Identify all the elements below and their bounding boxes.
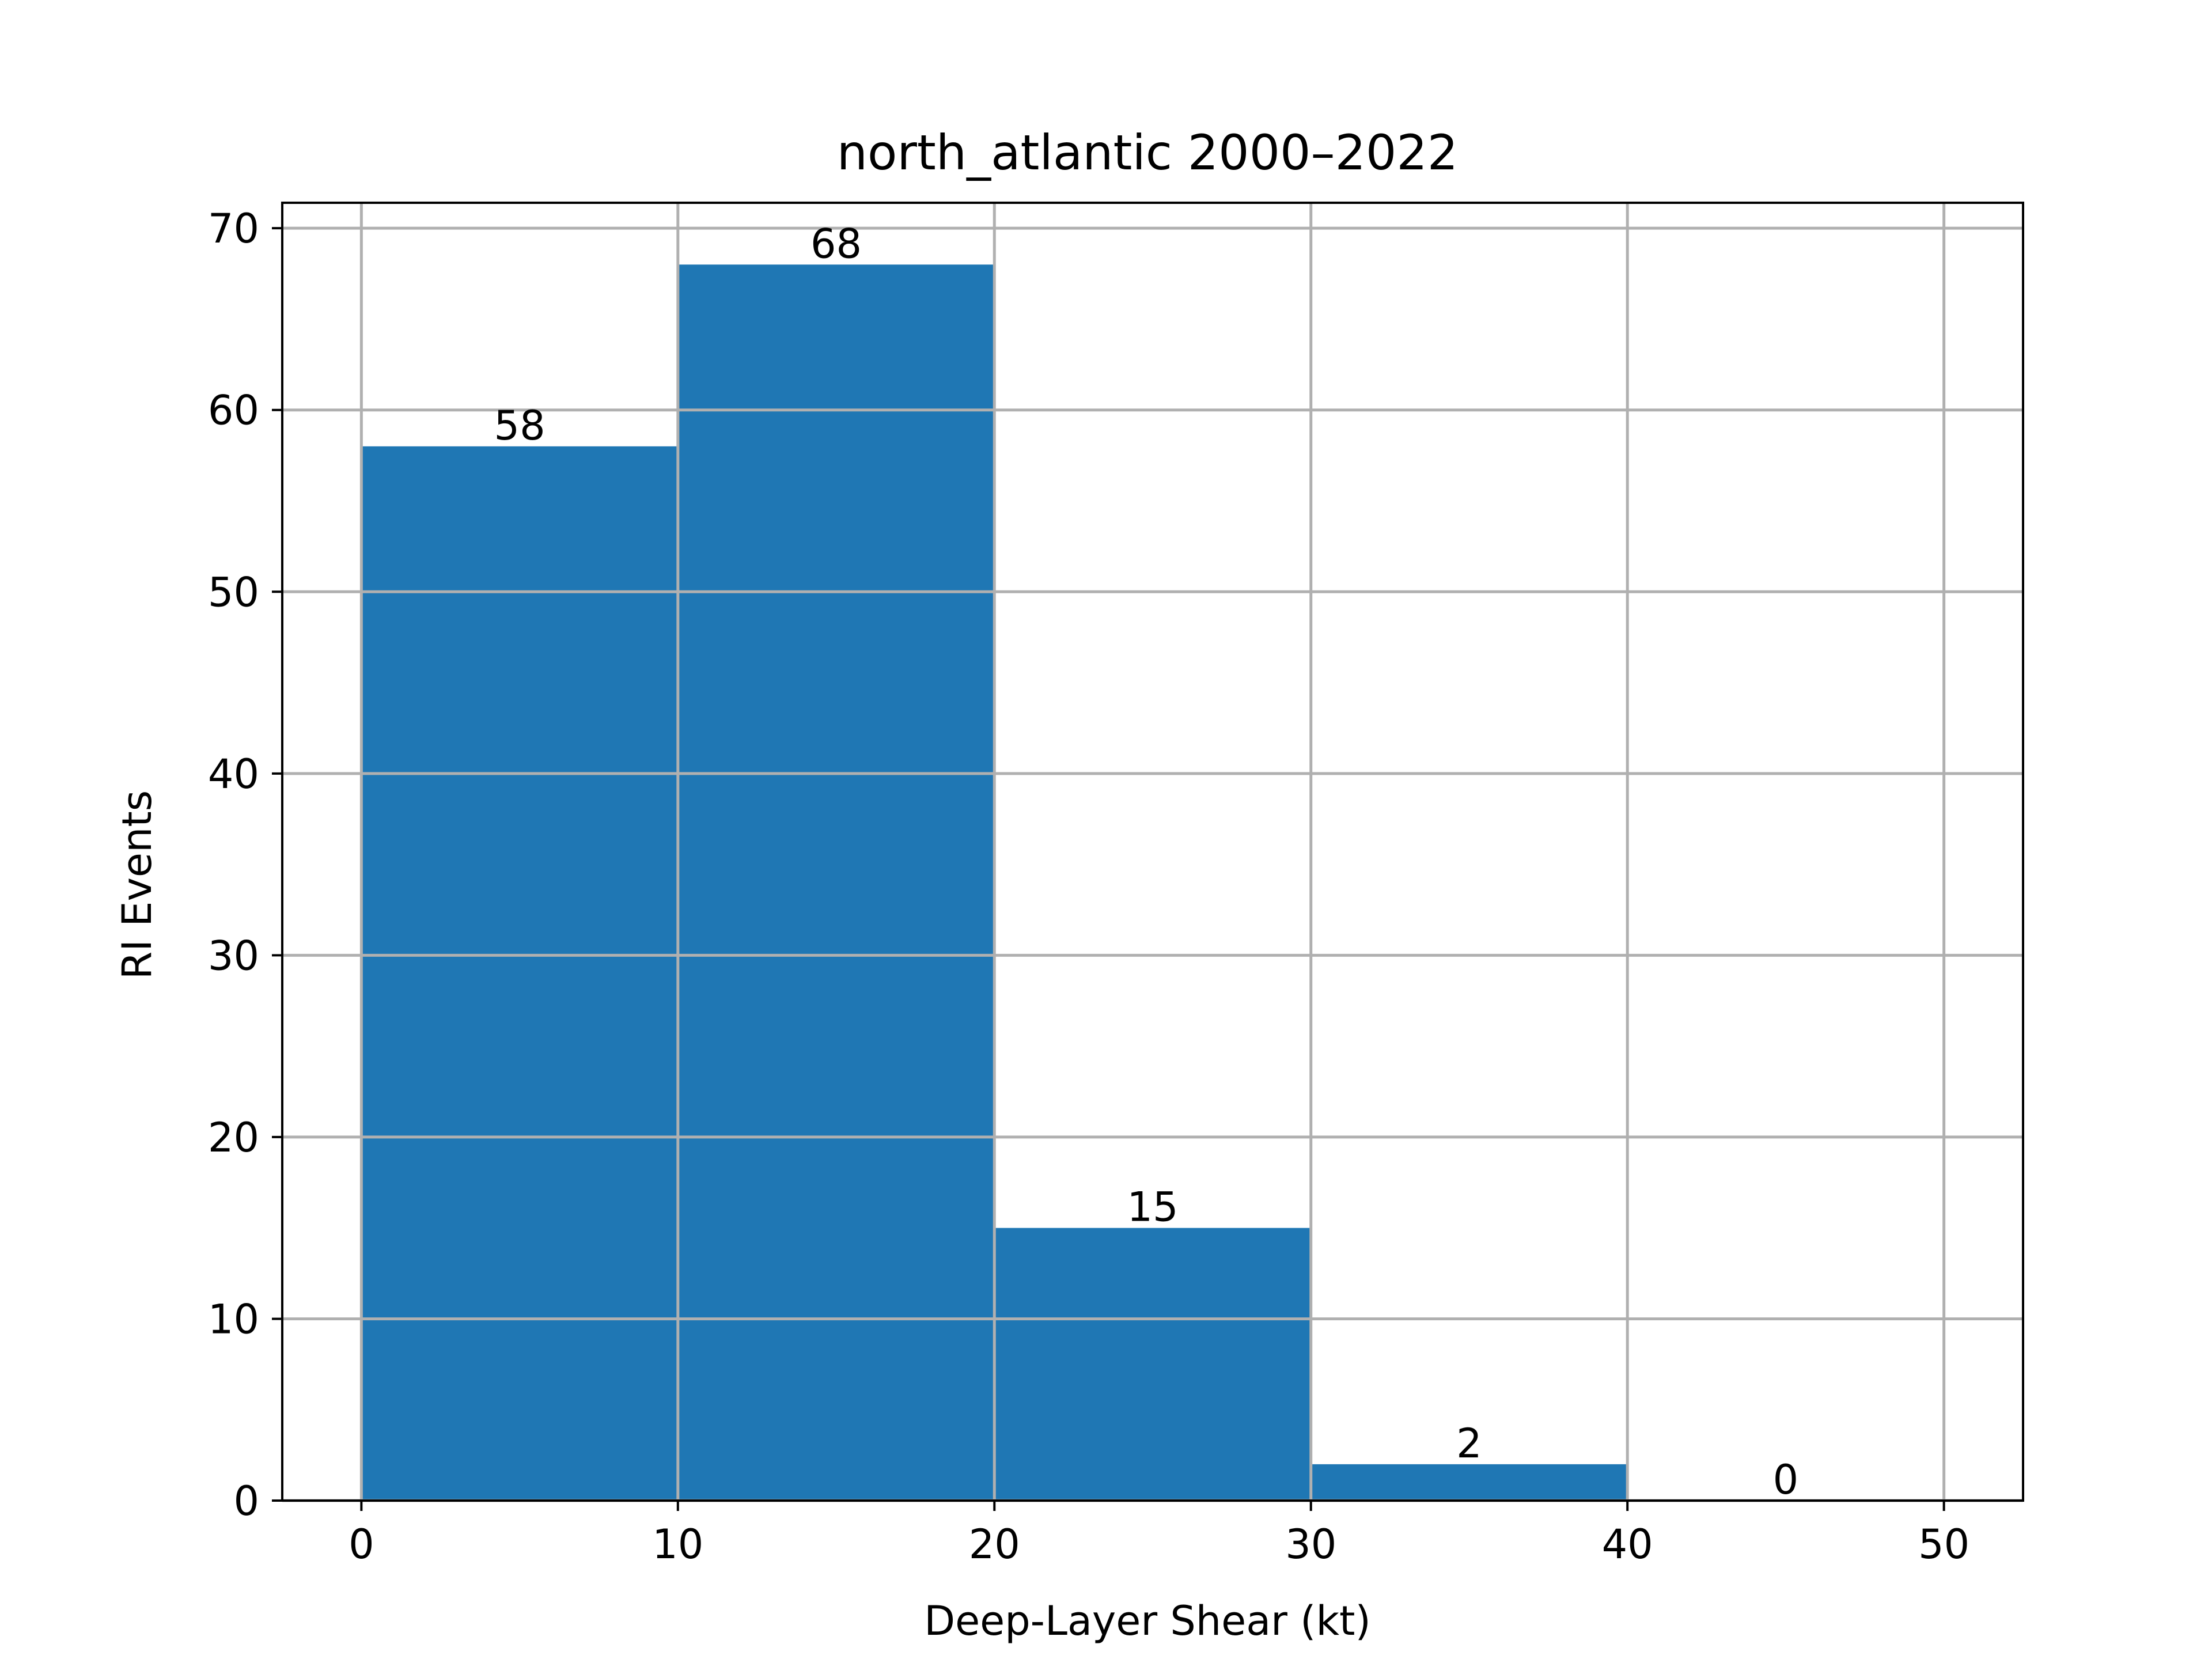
histogram-bar — [994, 1228, 1311, 1501]
y-tick-label: 30 — [208, 932, 259, 979]
x-tick-label: 50 — [1918, 1521, 1969, 1568]
histogram-bar — [677, 264, 995, 1501]
y-tick-label: 10 — [208, 1296, 259, 1343]
bar-value-label: 68 — [810, 220, 862, 267]
bar-value-label: 58 — [494, 402, 546, 449]
bar-value-label: 0 — [1773, 1456, 1799, 1503]
y-axis-label: RI Events — [113, 790, 161, 980]
y-tick-label: 40 — [208, 751, 259, 798]
histogram-bar — [1310, 1464, 1628, 1501]
chart-title: north_atlantic 2000–2022 — [837, 124, 1459, 181]
x-tick-label: 40 — [1602, 1521, 1653, 1568]
x-tick-label: 20 — [969, 1521, 1020, 1568]
x-tick-label: 0 — [349, 1521, 374, 1568]
y-tick-label: 20 — [208, 1114, 259, 1161]
histogram-bar — [361, 446, 678, 1501]
y-tick-label: 50 — [208, 569, 259, 616]
x-axis-label: Deep-Layer Shear (kt) — [924, 1597, 1371, 1645]
x-tick-label: 10 — [652, 1521, 703, 1568]
y-tick-label: 0 — [233, 1478, 259, 1525]
bar-value-label: 2 — [1456, 1420, 1482, 1467]
bar-value-label: 15 — [1127, 1184, 1178, 1231]
y-tick-label: 70 — [208, 205, 259, 252]
x-tick-label: 30 — [1285, 1521, 1336, 1568]
y-tick-label: 60 — [208, 387, 259, 434]
axes-frame — [281, 202, 2024, 1502]
